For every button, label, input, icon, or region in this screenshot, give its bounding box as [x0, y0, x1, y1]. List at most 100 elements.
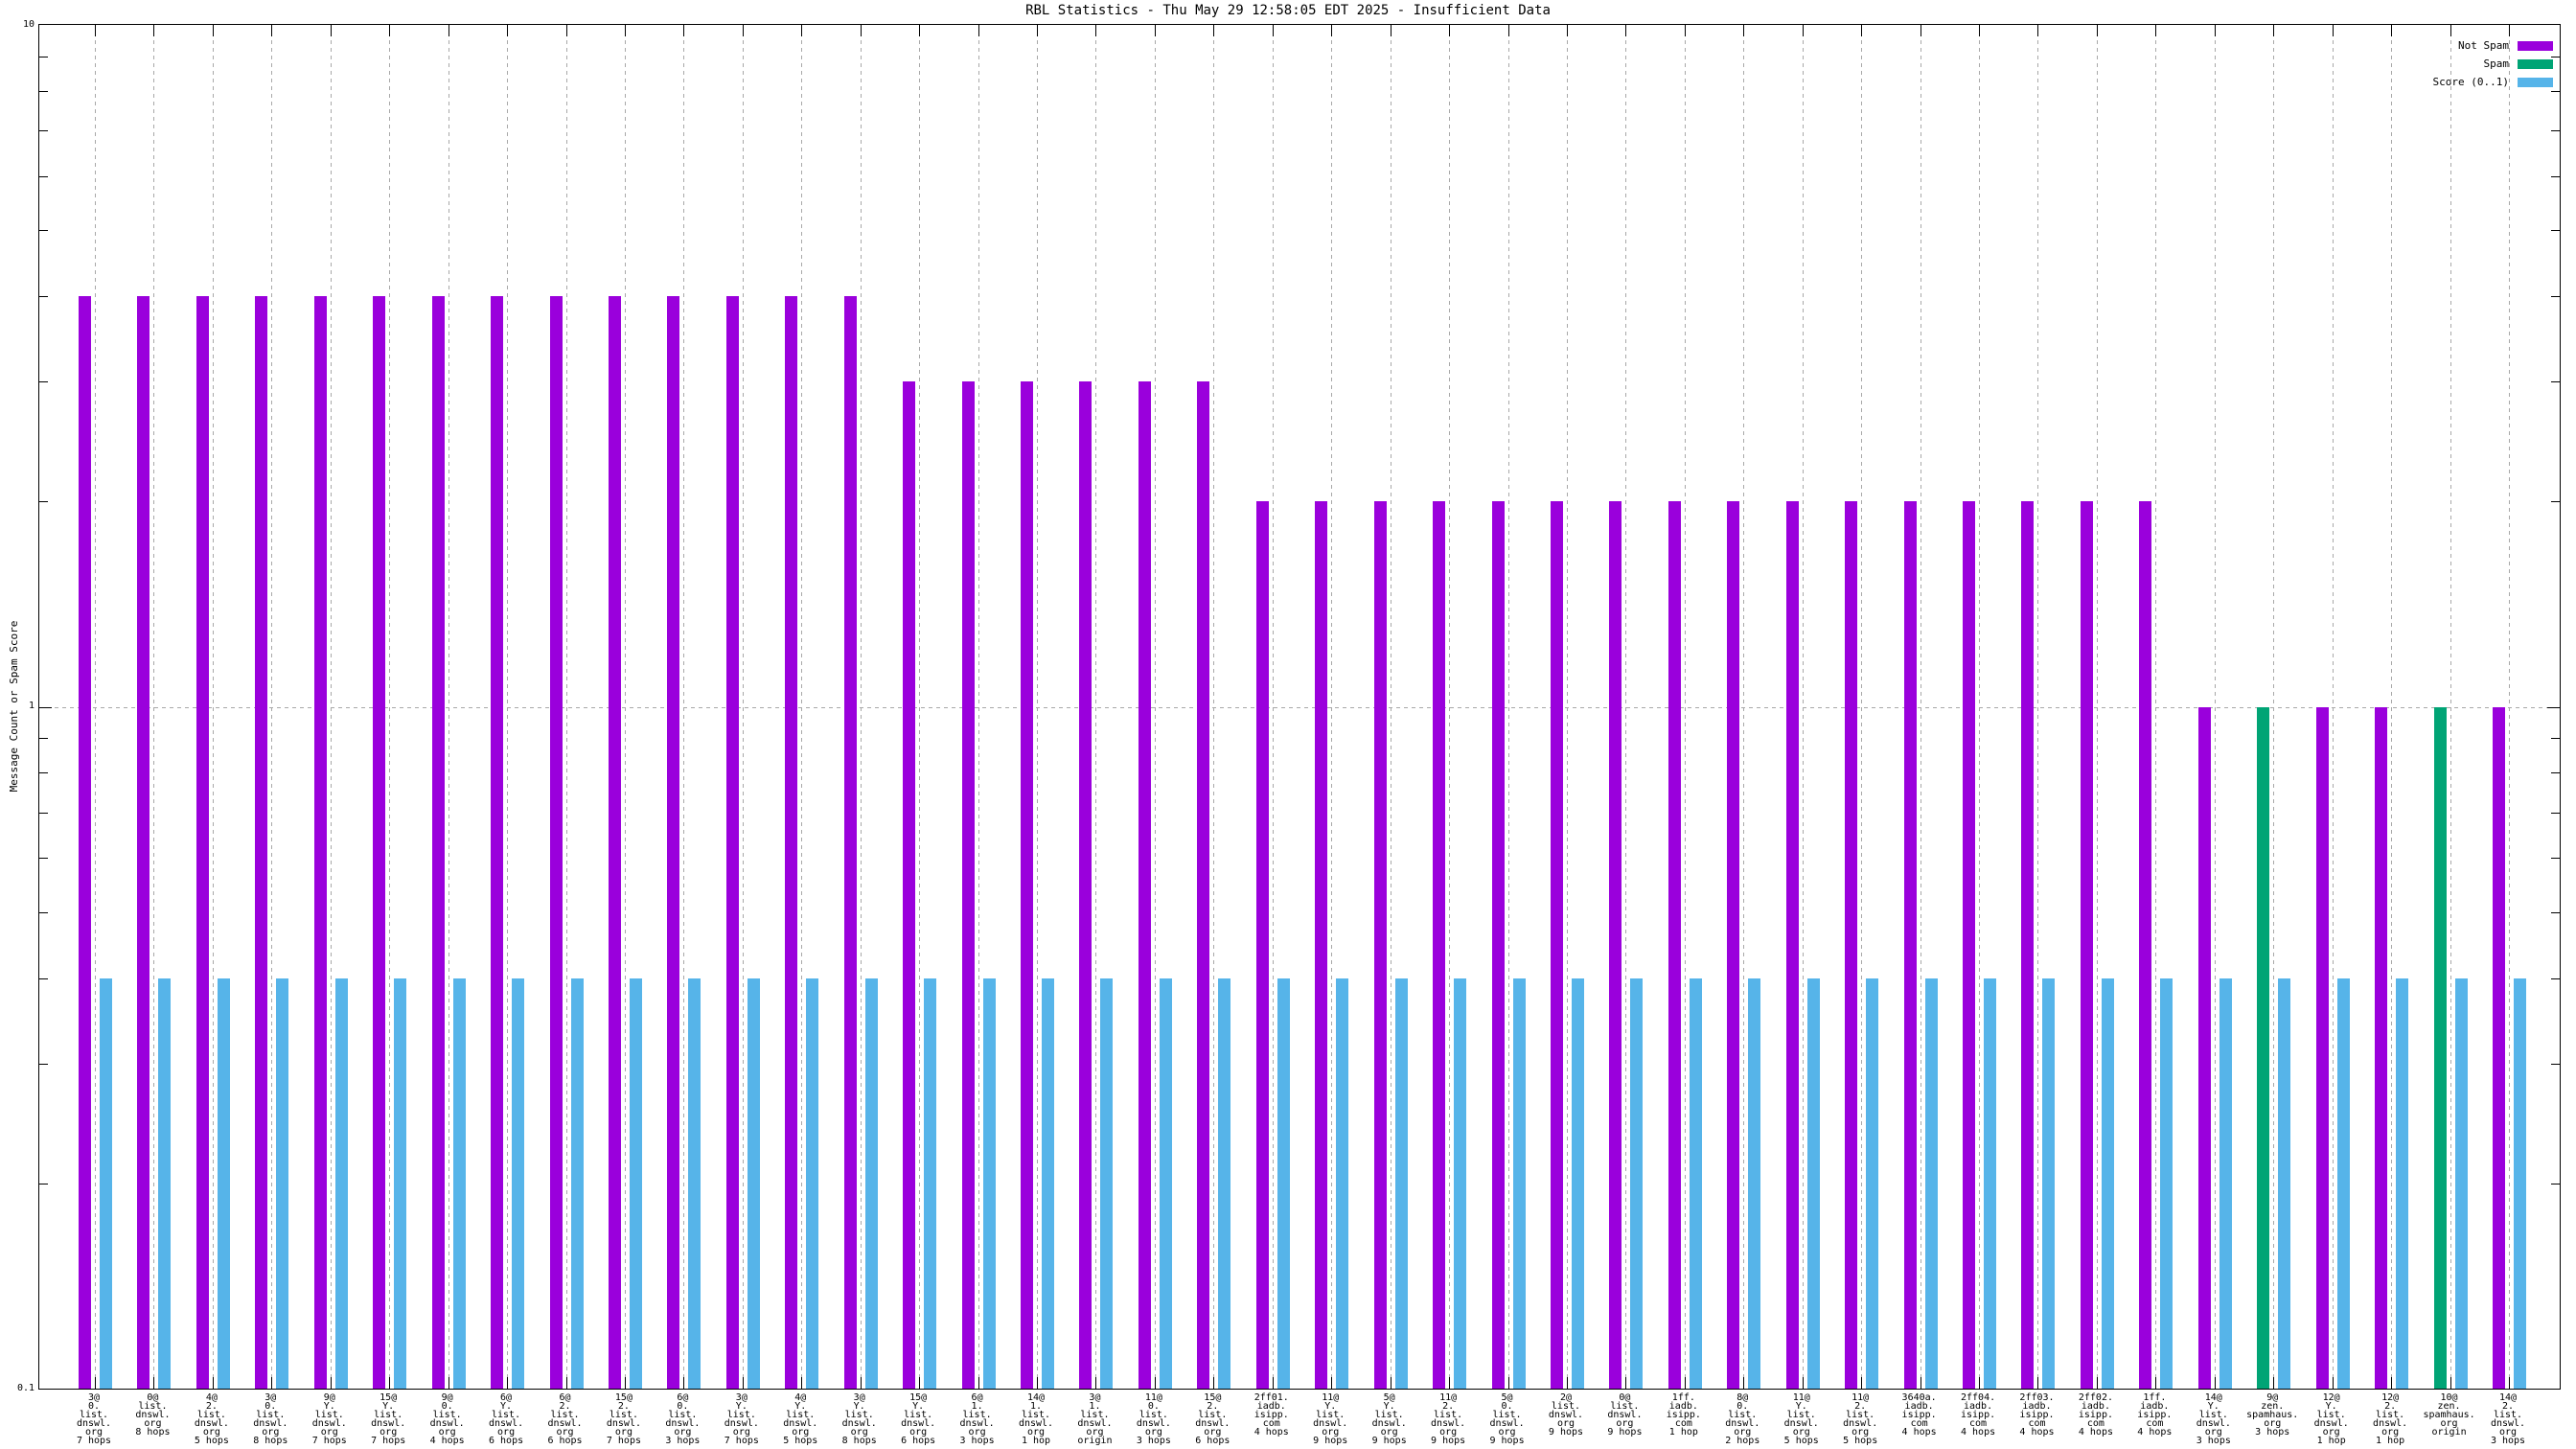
x-tick-top: [1625, 25, 1627, 36]
x-tick-top: [1802, 25, 1804, 36]
x-tick-bottom: [1979, 1377, 1981, 1389]
x-tick-top: [1154, 25, 1156, 36]
legend: Not Spam Spam Score (0..1): [2433, 39, 2553, 88]
gridline-category: [1625, 25, 1627, 1389]
x-tick-top: [2450, 25, 2451, 36]
x-tick-label: 2ff04. iadb. isipp. com 4 hops: [1960, 1392, 1996, 1438]
not-spam-bar: [785, 296, 798, 1389]
x-tick-bottom: [448, 1377, 449, 1389]
x-tick-top: [389, 25, 391, 36]
x-tick-bottom: [1095, 1377, 1097, 1389]
legend-label-not-spam: Not Spam: [2458, 39, 2509, 52]
y-minor-tick-right: [2551, 1063, 2560, 1065]
score-bar: [1866, 978, 1879, 1389]
not-spam-bar: [1727, 501, 1740, 1389]
x-tick-label: 11@ Y. list. dnswl. org 5 hops: [1783, 1392, 1819, 1446]
not-spam-bar: [1668, 501, 1681, 1389]
x-tick-bottom: [1272, 1377, 1274, 1389]
y-minor-tick-right: [2551, 738, 2560, 740]
x-tick-bottom: [1861, 1377, 1863, 1389]
y-minor-tick-right: [2551, 501, 2560, 503]
x-tick-bottom: [1390, 1377, 1392, 1389]
x-tick-bottom: [2391, 1377, 2393, 1389]
score-bar: [864, 978, 878, 1389]
gridline-category: [2332, 25, 2334, 1389]
score-bar: [1218, 978, 1231, 1389]
x-tick-label: 9@ 0. list. dnswl. org 4 hops: [429, 1392, 465, 1446]
x-tick-top: [978, 25, 979, 36]
y-minor-tick-left: [39, 1063, 48, 1065]
x-tick-label: 9@ zen. spamhaus. org 3 hops: [2246, 1392, 2299, 1438]
not-spam-bar: [608, 296, 621, 1389]
y-minor-tick-left: [39, 858, 48, 860]
gridline-category: [2509, 25, 2510, 1389]
x-tick-bottom: [2509, 1377, 2510, 1389]
score-bar: [334, 978, 348, 1389]
not-spam-bar: [725, 296, 739, 1389]
gridline-category: [1449, 25, 1451, 1389]
score-bar: [276, 978, 289, 1389]
x-tick-bottom: [1507, 1377, 1509, 1389]
gridline-category: [1861, 25, 1863, 1389]
gridline-y1: [39, 706, 2560, 708]
x-tick-bottom: [1684, 1377, 1686, 1389]
x-tick-top: [1213, 25, 1215, 36]
not-spam-bar: [2139, 501, 2152, 1389]
x-tick-top: [2155, 25, 2157, 36]
x-tick-bottom: [2214, 1377, 2216, 1389]
gridline-category: [2450, 25, 2451, 1389]
x-tick-bottom: [624, 1377, 626, 1389]
not-spam-bar: [1315, 501, 1328, 1389]
x-tick-bottom: [330, 1377, 332, 1389]
gridline-category: [1095, 25, 1097, 1389]
legend-item-score: Score (0..1): [2433, 76, 2553, 88]
not-spam-bar: [2375, 706, 2388, 1389]
x-tick-label: 3@ Y. list. dnswl. org 7 hops: [724, 1392, 759, 1446]
score-bar: [1100, 978, 1114, 1389]
x-tick-label: 9@ Y. list. dnswl. org 7 hops: [311, 1392, 347, 1446]
x-tick-label: 3@ Y. list. dnswl. org 8 hops: [841, 1392, 877, 1446]
x-tick-top: [2037, 25, 2039, 36]
not-spam-bar: [1491, 501, 1505, 1389]
y-minor-tick-right: [2551, 911, 2560, 913]
x-tick-label: 3@ 0. list. dnswl. org 8 hops: [253, 1392, 288, 1446]
y-minor-tick-left: [39, 501, 48, 503]
x-tick-top: [919, 25, 921, 36]
score-bar: [1571, 978, 1584, 1389]
x-tick-top: [271, 25, 273, 36]
gridline-category: [1684, 25, 1686, 1389]
not-spam-bar: [1433, 501, 1446, 1389]
x-tick-bottom: [919, 1377, 921, 1389]
score-bar: [570, 978, 584, 1389]
x-tick-label: 6@ 1. list. dnswl. org 3 hops: [959, 1392, 995, 1446]
x-tick-label: 11@ Y. list. dnswl. org 9 hops: [1313, 1392, 1348, 1446]
score-bar: [158, 978, 172, 1389]
score-bar: [1042, 978, 1055, 1389]
x-tick-label: 6@ 2. list. dnswl. org 6 hops: [547, 1392, 583, 1446]
x-tick-bottom: [1331, 1377, 1333, 1389]
not-spam-bar: [431, 296, 445, 1389]
x-tick-bottom: [2273, 1377, 2275, 1389]
score-bar: [100, 978, 112, 1389]
x-tick-label: 1ff. iadb. isipp. com 1 hop: [1666, 1392, 1701, 1438]
score-bar: [1276, 978, 1290, 1389]
y-major-tick-right: [2547, 706, 2560, 708]
x-tick-top: [1507, 25, 1509, 36]
x-tick-top: [2332, 25, 2334, 36]
score-bar: [2160, 978, 2174, 1389]
gridline-category: [1331, 25, 1333, 1389]
x-tick-label: 2ff03. iadb. isipp. com 4 hops: [2019, 1392, 2055, 1438]
gridline-category: [1566, 25, 1568, 1389]
x-tick-bottom: [1213, 1377, 1215, 1389]
x-tick-top: [801, 25, 803, 36]
not-spam-bar: [1373, 501, 1387, 1389]
x-tick-bottom: [95, 1377, 96, 1389]
gridline-category: [1272, 25, 1274, 1389]
not-spam-bar: [196, 296, 209, 1389]
y-minor-tick-left: [39, 812, 48, 814]
gridline-category: [683, 25, 685, 1389]
score-bar: [1630, 978, 1644, 1389]
x-tick-top: [1861, 25, 1863, 36]
not-spam-bar: [1255, 501, 1269, 1389]
y-minor-tick-left: [39, 911, 48, 913]
